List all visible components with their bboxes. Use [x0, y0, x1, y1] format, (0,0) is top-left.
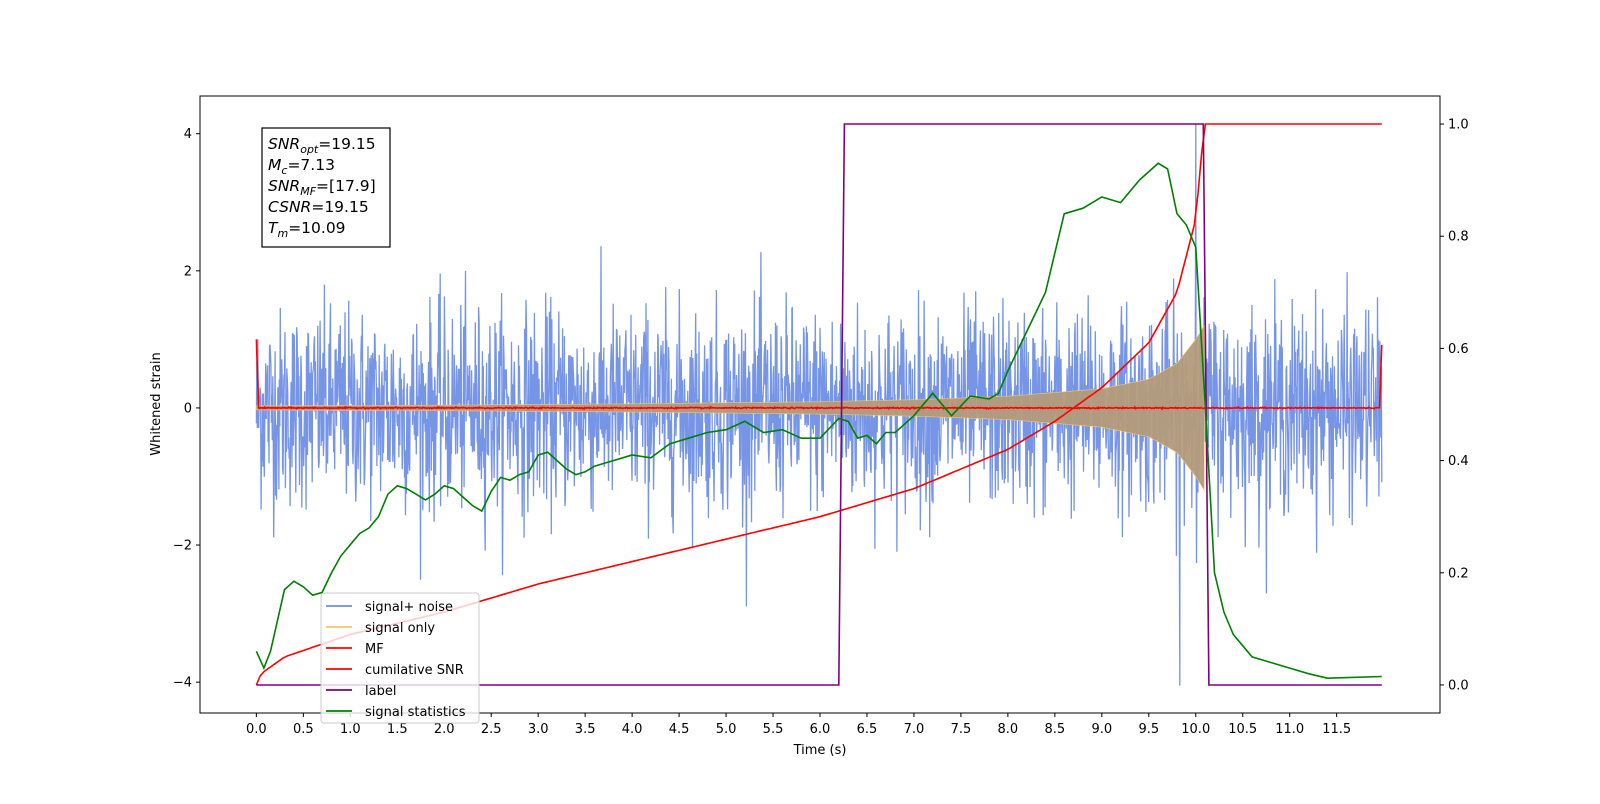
x-tick-label: 9.5: [1138, 722, 1159, 737]
x-tick-label: 6.0: [810, 722, 831, 737]
x-tick-label: 3.0: [528, 722, 549, 737]
series-label: [256, 123, 1382, 686]
y-left-tick-label: 2: [184, 264, 192, 279]
y-axis-label: Whitened strain: [149, 352, 164, 455]
series-layer: [255, 123, 1383, 686]
y-left-tick-label: 0: [184, 401, 192, 416]
series-mf: [255, 339, 1383, 411]
x-tick-label: 9.0: [1091, 722, 1112, 737]
x-tick-label: 5.5: [763, 722, 784, 737]
x-tick-label: 3.5: [575, 722, 596, 737]
x-tick-label: 11.5: [1322, 722, 1351, 737]
legend-entry-label: signal+ noise: [365, 600, 453, 615]
y-right-tick-label: 1.0: [1448, 118, 1469, 133]
y-right-tick-label: 0.4: [1448, 454, 1469, 469]
legend-frame: [320, 592, 480, 724]
y-right-tick-label: 0.8: [1448, 230, 1469, 245]
y-right-tick-label: 0.0: [1448, 678, 1469, 693]
annotation-frame: [261, 127, 391, 248]
y-left-tick-label: −2: [173, 539, 192, 554]
annotation-line: CSNR=19.15: [268, 198, 369, 216]
x-tick-label: 0.0: [246, 722, 267, 737]
x-axis-label: Time (s): [793, 743, 847, 758]
x-tick-label: 8.5: [1045, 722, 1066, 737]
x-tick-label: 8.0: [998, 722, 1019, 737]
y-left-tick-label: 4: [184, 127, 192, 142]
legend-entry-label: label: [365, 684, 396, 699]
series-signal-statistics: [255, 162, 1382, 680]
annotation-box: SNRopt=19.15Mc=7.13SNRMF=[17.9]CSNR=19.1…: [261, 127, 391, 248]
x-tick-label: 2.0: [434, 722, 455, 737]
x-tick-label: 10.0: [1181, 722, 1210, 737]
legend-entry-label: MF: [365, 642, 384, 657]
y-right-tick-label: 0.2: [1448, 566, 1469, 581]
x-tick-label: 1.0: [340, 722, 361, 737]
x-tick-label: 4.0: [622, 722, 643, 737]
annotation-line: Tm=10.09: [268, 219, 346, 240]
x-tick-label: 1.5: [387, 722, 408, 737]
y-right-tick-label: 0.6: [1448, 342, 1469, 357]
axes-layer: 0.0 0.5 1.0 1.5 2.0 2.5 3.0 3.5 4.0 4.5 5.0 5.5 6.0 6…: [173, 118, 1469, 737]
x-tick-label: 5.0: [716, 722, 737, 737]
annotation-line: SNRMF=[17.9]: [268, 177, 376, 198]
legend: signal+ noise signal only MF cumilative SNR…: [320, 592, 480, 724]
legend-entry-label: signal only: [365, 621, 435, 636]
x-tick-label: 4.5: [669, 722, 690, 737]
x-tick-label: 11.0: [1275, 722, 1304, 737]
y-left-tick-label: −4: [173, 676, 192, 691]
annotation-line: SNRopt=19.15: [268, 135, 376, 156]
x-tick-label: 7.0: [904, 722, 925, 737]
x-tick-label: 0.5: [293, 722, 314, 737]
x-tick-label: 10.5: [1228, 722, 1257, 737]
legend-entry-label: signal statistics: [365, 705, 466, 720]
legend-entry-label: cumilative SNR: [365, 663, 464, 678]
x-tick-label: 6.5: [857, 722, 878, 737]
annotation-line: Mc=7.13: [268, 156, 335, 177]
x-tick-label: 2.5: [481, 722, 502, 737]
x-tick-label: 7.5: [951, 722, 972, 737]
